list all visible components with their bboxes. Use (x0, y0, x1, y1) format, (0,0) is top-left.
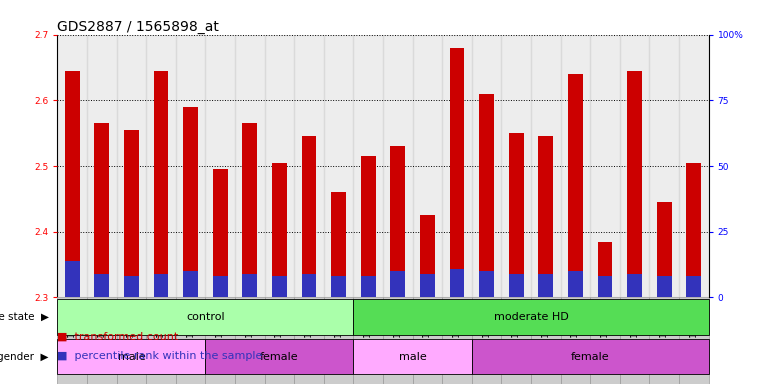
Bar (242, 274, 257, 298)
Bar (242, 123, 257, 298)
Bar (331, 276, 346, 298)
Bar (450, 268, 464, 298)
Text: ■  percentile rank within the sample: ■ percentile rank within the sample (57, 351, 263, 361)
Bar (568, 74, 583, 298)
Bar (264, 35, 294, 298)
Bar (420, 274, 435, 298)
Bar (656, 276, 672, 298)
Bar (213, 169, 228, 298)
Bar (302, 274, 316, 298)
Bar (509, 274, 524, 298)
Bar (353, 300, 709, 335)
Bar (679, 35, 709, 298)
Bar (353, 339, 472, 374)
Bar (183, 271, 198, 298)
Text: female: female (571, 352, 610, 362)
Bar (272, 163, 286, 298)
Text: moderate HD: moderate HD (493, 312, 568, 322)
Bar (154, 274, 169, 298)
Bar (235, 35, 264, 298)
Bar (57, 35, 87, 298)
Bar (391, 271, 405, 298)
Bar (568, 271, 583, 298)
Bar (116, 35, 146, 298)
Bar (627, 71, 642, 298)
Bar (361, 276, 375, 298)
Text: ■  transformed count: ■ transformed count (57, 332, 178, 342)
Bar (442, 35, 472, 298)
Bar (480, 271, 494, 298)
Bar (391, 146, 405, 298)
Bar (65, 71, 80, 298)
Bar (383, 35, 413, 298)
Bar (480, 94, 494, 298)
Bar (205, 35, 235, 298)
Bar (294, 35, 324, 298)
Bar (597, 276, 612, 298)
Bar (686, 276, 701, 298)
Bar (324, 35, 353, 298)
Bar (65, 261, 80, 298)
Bar (502, 35, 531, 298)
Bar (597, 242, 612, 298)
Bar (413, 35, 442, 298)
Bar (272, 276, 286, 298)
Bar (94, 123, 110, 298)
Bar (656, 202, 672, 298)
Bar (472, 35, 502, 298)
Bar (57, 339, 205, 374)
Bar (531, 35, 561, 298)
Bar (331, 192, 346, 298)
Bar (57, 300, 353, 335)
Bar (538, 136, 553, 298)
Bar (620, 35, 650, 298)
Bar (124, 130, 139, 298)
Text: control: control (186, 312, 224, 322)
Bar (87, 35, 116, 298)
Bar (146, 35, 176, 298)
Bar (561, 35, 590, 298)
Text: GDS2887 / 1565898_at: GDS2887 / 1565898_at (57, 20, 219, 33)
Bar (154, 71, 169, 298)
Bar (509, 133, 524, 298)
Bar (183, 107, 198, 298)
Text: gender  ▶: gender ▶ (0, 352, 48, 362)
Bar (124, 276, 139, 298)
Bar (420, 215, 435, 298)
Bar (538, 274, 553, 298)
Bar (450, 48, 464, 298)
Text: male: male (399, 352, 427, 362)
Bar (213, 276, 228, 298)
Bar (650, 35, 679, 298)
Bar (176, 35, 205, 298)
Bar (361, 156, 375, 298)
Bar (302, 136, 316, 298)
Bar (94, 274, 110, 298)
Bar (627, 274, 642, 298)
Text: male: male (117, 352, 146, 362)
Bar (590, 35, 620, 298)
Text: female: female (260, 352, 299, 362)
Text: disease state  ▶: disease state ▶ (0, 312, 48, 322)
Bar (472, 339, 709, 374)
Bar (686, 163, 701, 298)
Bar (205, 339, 353, 374)
Bar (353, 35, 383, 298)
